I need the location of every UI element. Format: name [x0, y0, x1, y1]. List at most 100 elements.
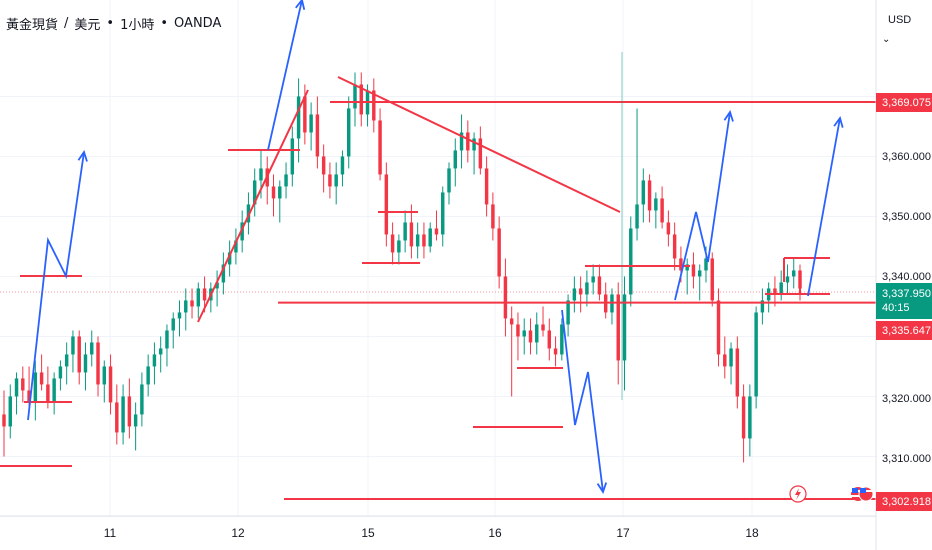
candle-body — [252, 180, 257, 205]
candle-body — [133, 414, 138, 427]
time-tick: 18 — [745, 526, 759, 540]
candle-body — [591, 276, 595, 283]
candle-body — [71, 336, 75, 355]
candle-body — [8, 396, 12, 427]
candle-body — [509, 318, 514, 325]
candle-body — [171, 318, 175, 331]
chart-header[interactable]: 黃金現貨 / 美元 • 1小時 • OANDA — [6, 14, 221, 33]
candle-body — [535, 324, 539, 343]
candle-body — [372, 90, 376, 121]
candle-body — [378, 120, 382, 175]
candle-body — [46, 384, 50, 403]
projection-arrow — [561, 309, 604, 493]
candle-body — [491, 204, 495, 229]
currency-label[interactable]: USD — [888, 14, 912, 26]
candle-body — [453, 150, 457, 169]
price-tick: 3,350.000 — [882, 211, 931, 223]
candle-body — [792, 270, 796, 277]
candle-body — [785, 276, 790, 283]
candle-body — [541, 324, 545, 331]
symbol-name[interactable]: 黃金現貨 — [6, 18, 59, 33]
projection-arrow — [674, 111, 731, 301]
candle-body — [748, 396, 752, 439]
bar-countdown: 40:15 — [882, 302, 910, 314]
candle-body — [572, 288, 577, 301]
candles — [2, 72, 802, 463]
candle-body — [560, 324, 564, 355]
price-tick: 3,360.000 — [882, 151, 931, 163]
falling-trendline — [337, 76, 621, 213]
candle-body — [691, 264, 696, 277]
candle-body — [409, 222, 414, 247]
candle-body — [773, 288, 777, 295]
candle-body — [359, 84, 363, 115]
candle-body — [334, 174, 338, 187]
interval-label[interactable]: 1小時 — [120, 18, 155, 33]
candle-body — [278, 186, 282, 199]
candle-body — [315, 114, 320, 157]
candle-body — [516, 324, 520, 337]
candle-body — [58, 366, 63, 379]
candle-body — [704, 258, 708, 271]
time-tick: 11 — [103, 526, 117, 540]
candle-body — [403, 222, 407, 241]
candle-body — [196, 288, 201, 307]
candle-body — [21, 378, 25, 391]
candle-body — [102, 366, 107, 385]
candle-body — [14, 378, 19, 397]
candle-body — [779, 282, 783, 295]
candle-body — [547, 330, 552, 349]
price-tick: 3,310.000 — [882, 453, 931, 465]
projection-arrow-head — [723, 109, 734, 122]
projection-arrow-head — [596, 482, 608, 495]
candle-body — [434, 228, 439, 235]
level-tag: 3,335.647 — [876, 321, 932, 340]
lightning-icon[interactable] — [789, 485, 807, 503]
candle-body — [635, 204, 639, 229]
candle-body — [566, 300, 570, 325]
candle-body — [108, 366, 113, 403]
candle-body — [484, 168, 489, 205]
projection-arrow-head — [833, 115, 844, 128]
candle-body — [184, 300, 188, 313]
candle-body — [328, 174, 332, 187]
candle-body — [152, 354, 157, 367]
price-tick: 3,340.000 — [882, 271, 931, 283]
candle-body — [441, 192, 445, 235]
candle-body — [127, 396, 132, 427]
candle-body — [83, 354, 88, 373]
candle-body — [353, 84, 357, 109]
candle-body — [271, 186, 276, 199]
candle-body — [384, 174, 389, 235]
candle-body — [64, 354, 69, 367]
candle-body — [798, 270, 802, 289]
time-tick: 12 — [231, 526, 245, 540]
candle-body — [622, 294, 627, 361]
candle-body — [90, 342, 94, 355]
time-tick: 15 — [361, 526, 375, 540]
candle-body — [397, 240, 401, 253]
candle-body — [629, 228, 633, 295]
candle-body — [115, 402, 119, 433]
candle-body — [33, 372, 38, 403]
candle-body — [679, 258, 683, 271]
candle-body — [503, 276, 508, 319]
candle-body — [710, 258, 714, 301]
candle-body — [478, 138, 483, 169]
candle-body — [296, 96, 301, 139]
candle-body — [422, 234, 426, 247]
candle-body — [234, 240, 238, 253]
time-tick: 16 — [488, 526, 502, 540]
us-flag-icon[interactable] — [851, 486, 874, 502]
candle-body — [415, 234, 420, 247]
candle-body — [2, 414, 6, 427]
candle-body — [553, 348, 558, 355]
price-tick: 3,320.000 — [882, 393, 931, 405]
candle-body — [303, 96, 307, 133]
candle-body — [528, 330, 533, 343]
last-price-tag: 3,337.950 40:15 — [876, 283, 932, 319]
candle-body — [52, 378, 56, 403]
chevron-down-icon[interactable]: ⌄ — [882, 34, 891, 45]
candle-body — [27, 390, 31, 403]
